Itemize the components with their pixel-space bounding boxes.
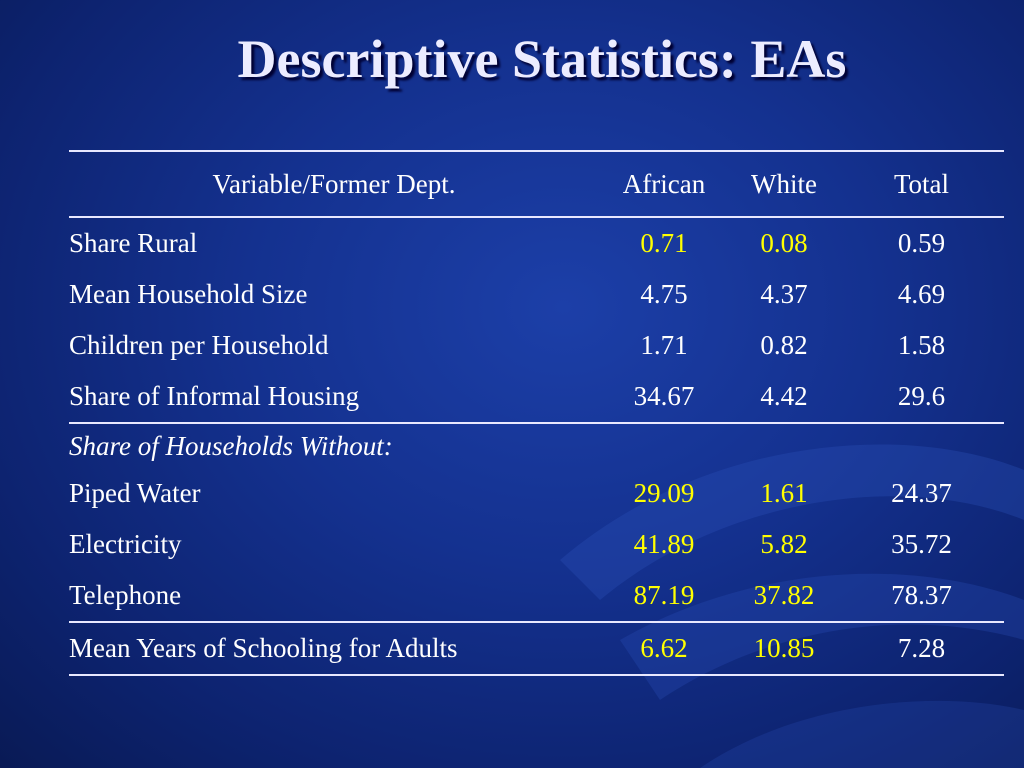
table-row: Electricity 41.89 5.82 35.72	[69, 519, 1004, 570]
cell-african: 0.71	[640, 228, 688, 258]
header-white: White	[751, 169, 817, 199]
row-label: Telephone	[69, 580, 182, 610]
header-total: Total	[893, 169, 950, 199]
cell-total: 29.6	[897, 381, 946, 411]
cell-african: 6.62	[640, 633, 688, 663]
row-label: Share of Informal Housing	[69, 381, 360, 411]
cell-white: 5.82	[760, 529, 808, 559]
page-title: Descriptive Statistics: EAs	[237, 29, 847, 89]
row-label: Share Rural	[69, 228, 198, 258]
cell-total: 24.37	[891, 478, 952, 508]
cell-african: 41.89	[633, 529, 695, 559]
table-row: Piped Water 29.09 1.61 24.37	[69, 468, 1004, 519]
cell-african: 4.75	[640, 279, 688, 309]
cell-total: 0.59	[897, 228, 946, 258]
cell-total: 35.72	[891, 529, 952, 559]
header-african: African	[622, 169, 706, 199]
cell-african: 29.09	[633, 478, 695, 508]
statistics-table: Variable/Former Dept. African White Tota…	[69, 150, 1004, 676]
cell-white: 1.61	[760, 478, 808, 508]
cell-total: 1.58	[897, 330, 946, 360]
section-row: Share of Households Without:	[69, 423, 1004, 468]
section-label: Share of Households Without:	[69, 431, 393, 461]
cell-african: 87.19	[633, 580, 695, 610]
table-row: Children per Household 1.71 0.82 1.58	[69, 320, 1004, 371]
cell-white: 10.85	[753, 633, 815, 663]
table-header-row: Variable/Former Dept. African White Tota…	[69, 151, 1004, 217]
row-label: Mean Years of Schooling for Adults	[69, 633, 458, 663]
cell-total: 78.37	[891, 580, 952, 610]
row-label: Piped Water	[69, 478, 201, 508]
table-row: Share of Informal Housing 34.67 4.42 29.…	[69, 371, 1004, 423]
row-label: Mean Household Size	[69, 279, 308, 309]
cell-white: 0.82	[760, 330, 808, 360]
cell-total: 4.69	[897, 279, 946, 309]
table-row: Telephone 87.19 37.82 78.37	[69, 570, 1004, 622]
row-label: Electricity	[69, 529, 182, 559]
table-row: Mean Household Size 4.75 4.37 4.69	[69, 269, 1004, 320]
table-row: Mean Years of Schooling for Adults 6.62 …	[69, 622, 1004, 675]
header-variable: Variable/Former Dept.	[212, 169, 456, 199]
cell-white: 4.37	[760, 279, 808, 309]
row-label: Children per Household	[69, 330, 329, 360]
cell-african: 1.71	[640, 330, 688, 360]
cell-white: 4.42	[760, 381, 808, 411]
cell-total: 7.28	[897, 633, 946, 663]
table-row: Share Rural 0.71 0.08 0.59	[69, 217, 1004, 269]
cell-african: 34.67	[633, 381, 695, 411]
cell-white: 0.08	[760, 228, 808, 258]
cell-white: 37.82	[753, 580, 815, 610]
